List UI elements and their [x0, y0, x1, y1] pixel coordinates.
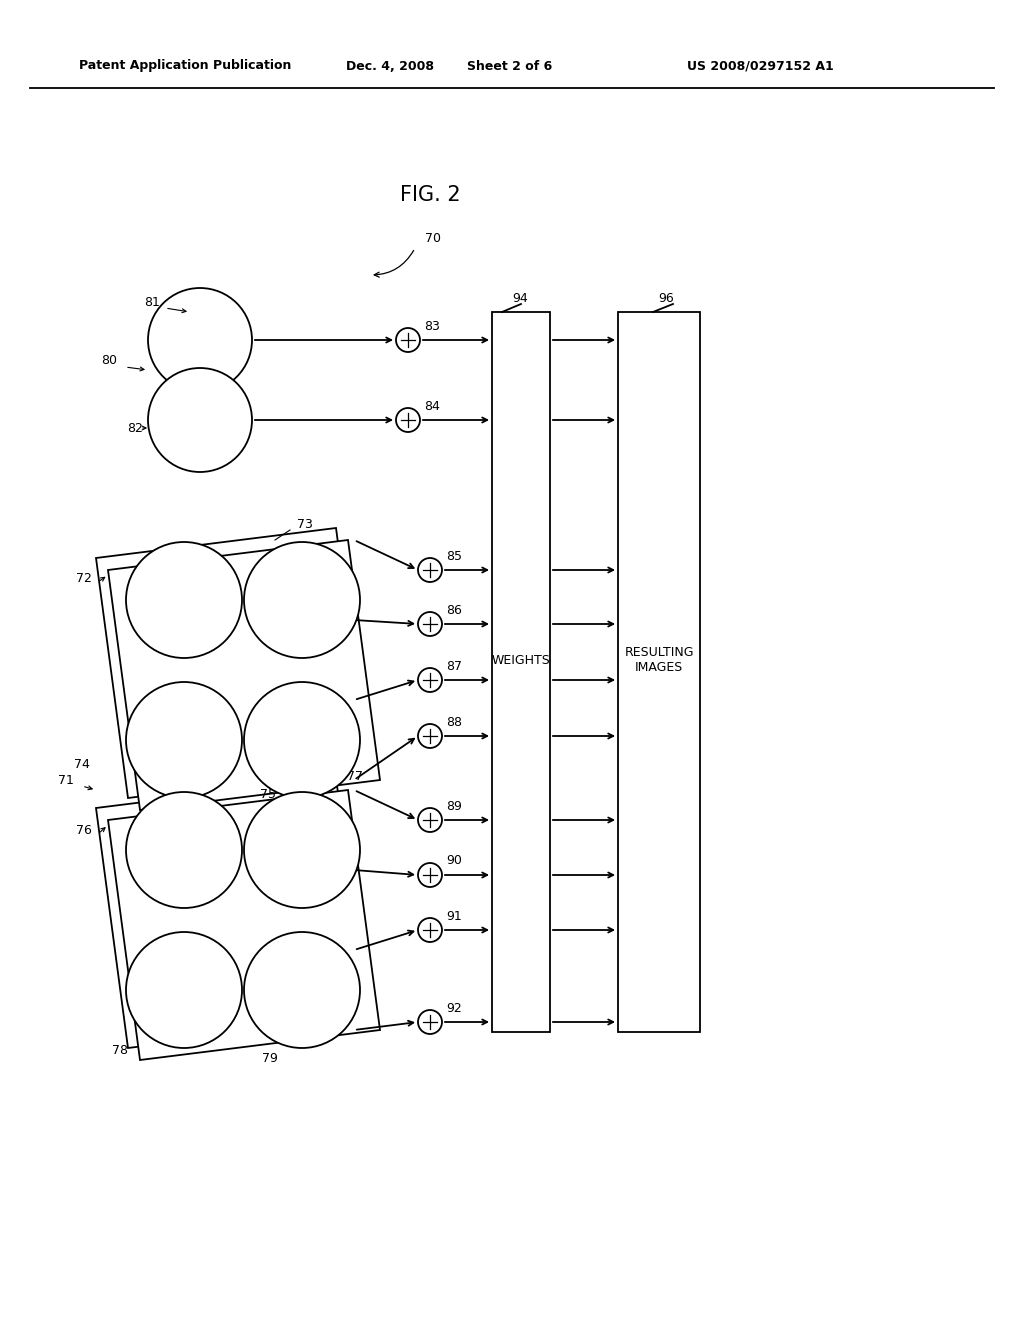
Text: FIG. 2: FIG. 2 [399, 185, 461, 205]
Circle shape [418, 612, 442, 636]
Text: Dec. 4, 2008: Dec. 4, 2008 [346, 59, 434, 73]
Circle shape [244, 792, 360, 908]
Text: 80: 80 [101, 354, 117, 367]
Text: 86: 86 [446, 603, 462, 616]
Circle shape [396, 327, 420, 352]
Text: 72: 72 [76, 572, 92, 585]
Text: US 2008/0297152 A1: US 2008/0297152 A1 [687, 59, 834, 73]
Circle shape [244, 682, 360, 799]
Text: 79: 79 [262, 1052, 278, 1064]
Text: 92: 92 [446, 1002, 462, 1015]
Circle shape [148, 368, 252, 473]
Text: 83: 83 [424, 319, 440, 333]
Text: 94: 94 [512, 292, 527, 305]
Bar [618, 312, 700, 1032]
Circle shape [418, 1010, 442, 1034]
Text: 81: 81 [144, 296, 160, 309]
Text: 78: 78 [112, 1044, 128, 1056]
Polygon shape [108, 540, 380, 810]
Text: 88: 88 [446, 715, 462, 729]
Text: 85: 85 [446, 549, 462, 562]
Text: 91: 91 [446, 909, 462, 923]
Text: 77: 77 [347, 770, 362, 783]
Text: Sheet 2 of 6: Sheet 2 of 6 [467, 59, 553, 73]
Text: 75: 75 [260, 788, 276, 801]
Circle shape [148, 288, 252, 392]
Circle shape [418, 558, 442, 582]
Circle shape [418, 668, 442, 692]
Text: Patent Application Publication: Patent Application Publication [79, 59, 291, 73]
Text: 84: 84 [424, 400, 440, 412]
Circle shape [126, 932, 242, 1048]
Text: WEIGHTS: WEIGHTS [492, 653, 550, 667]
Circle shape [418, 808, 442, 832]
Circle shape [126, 792, 242, 908]
Text: 73: 73 [297, 517, 313, 531]
Text: 70: 70 [425, 231, 441, 244]
Text: 87: 87 [446, 660, 462, 672]
Polygon shape [108, 789, 380, 1060]
Text: 89: 89 [446, 800, 462, 813]
Bar [492, 312, 550, 1032]
Circle shape [126, 682, 242, 799]
Circle shape [244, 932, 360, 1048]
Circle shape [418, 723, 442, 748]
Circle shape [418, 863, 442, 887]
Text: 82: 82 [127, 421, 143, 434]
Text: 90: 90 [446, 854, 462, 867]
Text: 71: 71 [58, 774, 74, 787]
Text: RESULTING
IMAGES: RESULTING IMAGES [625, 645, 693, 675]
Circle shape [244, 543, 360, 657]
Text: 76: 76 [76, 824, 92, 837]
Circle shape [418, 917, 442, 942]
Text: 74: 74 [74, 759, 90, 771]
Circle shape [126, 543, 242, 657]
Circle shape [396, 408, 420, 432]
Text: 96: 96 [658, 292, 674, 305]
